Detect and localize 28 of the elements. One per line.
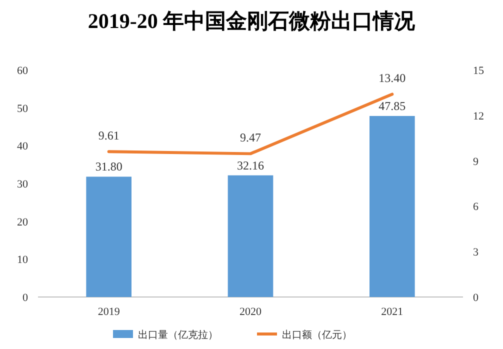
- y2-tick-label: 6: [473, 201, 479, 214]
- y2-tick-label: 12: [473, 110, 484, 122]
- y-tick-label: 30: [17, 178, 28, 190]
- bar: [86, 176, 132, 297]
- legend-label: 出口量（亿克拉）: [138, 329, 218, 341]
- bar: [228, 175, 274, 297]
- data-label: 9.61: [98, 128, 120, 143]
- y-tick-label: 0: [22, 292, 28, 304]
- x-tick-label: 2020: [240, 306, 262, 318]
- bar: [370, 116, 415, 297]
- y2-tick-label: 9: [473, 156, 479, 168]
- y-tick-label: 60: [17, 65, 28, 77]
- y-tick-label: 20: [17, 216, 28, 228]
- data-label: 32.16: [237, 158, 264, 172]
- chart-title: 2019-20 年中国金刚石微粉出口情况: [88, 9, 416, 33]
- data-label: 47.85: [378, 98, 406, 113]
- x-tick-label: 2021: [381, 306, 404, 318]
- data-label: 13.40: [378, 71, 406, 86]
- y2-tick-label: 15: [473, 65, 484, 77]
- data-label: 9.47: [240, 130, 261, 145]
- y-tick-label: 10: [17, 254, 28, 266]
- data-label: 31.80: [95, 160, 122, 174]
- y2-tick-label: 3: [473, 246, 479, 259]
- y-tick-label: 50: [17, 102, 28, 115]
- x-tick-label: 2019: [98, 306, 120, 318]
- legend-label: 出口额（亿元）: [282, 329, 352, 341]
- y-tick-label: 40: [17, 140, 28, 153]
- y2-tick-label: 0: [473, 292, 479, 304]
